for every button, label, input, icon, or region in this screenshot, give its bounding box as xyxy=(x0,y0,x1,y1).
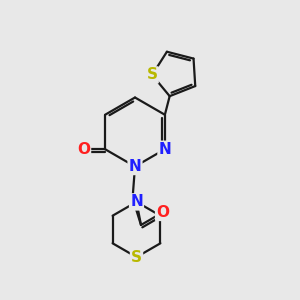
Text: O: O xyxy=(156,205,169,220)
Text: N: N xyxy=(130,194,143,209)
Text: S: S xyxy=(131,250,142,265)
Text: S: S xyxy=(147,68,158,82)
Text: O: O xyxy=(77,142,90,157)
Text: N: N xyxy=(129,159,141,174)
Text: N: N xyxy=(158,142,171,157)
